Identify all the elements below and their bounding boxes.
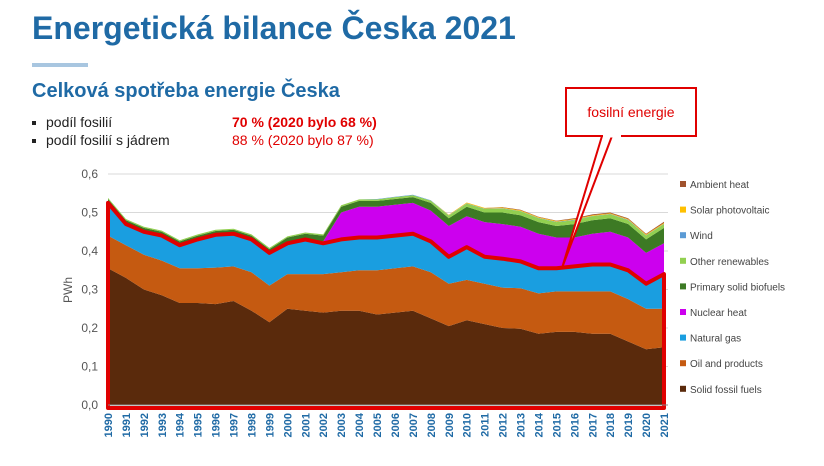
x-tick-label: 2000 bbox=[282, 413, 294, 437]
x-tick-label: 2017 bbox=[587, 413, 599, 437]
x-tick-label: 2018 bbox=[605, 413, 617, 437]
x-tick-label: 2012 bbox=[498, 413, 510, 437]
x-tick-label: 2015 bbox=[551, 413, 563, 437]
legend-swatch bbox=[680, 360, 686, 367]
area-natural-gas bbox=[108, 202, 664, 309]
area-oil-and-products bbox=[108, 235, 664, 350]
legend-label: Ambient heat bbox=[690, 180, 749, 191]
fossil-outline bbox=[106, 200, 666, 410]
x-tick-label: 2007 bbox=[408, 413, 420, 437]
area-nuclear-heat bbox=[108, 202, 664, 284]
stat-value-fossil: 70 % (2020 bylo 68 %) bbox=[232, 114, 377, 130]
legend-label: Solar photovoltaic bbox=[690, 206, 770, 217]
stat-value-fossil-nuclear: 88 % (2020 bylo 87 %) bbox=[232, 132, 374, 148]
x-tick-label: 1993 bbox=[157, 413, 169, 437]
legend-swatch bbox=[680, 385, 686, 392]
y-tick-label: 0,3 bbox=[81, 283, 98, 297]
x-tick-label: 1990 bbox=[103, 413, 115, 437]
y-tick-label: 0,6 bbox=[81, 167, 98, 181]
x-tick-label: 2002 bbox=[318, 413, 330, 437]
legend-label: Other renewables bbox=[690, 257, 769, 268]
legend-label: Solid fossil fuels bbox=[690, 385, 762, 396]
x-tick-label: 2019 bbox=[623, 413, 635, 437]
bullet-icon bbox=[32, 121, 36, 126]
legend-swatch bbox=[680, 257, 686, 264]
y-tick-label: 0,1 bbox=[81, 360, 98, 374]
x-tick-label: 1997 bbox=[229, 413, 241, 437]
title-underline bbox=[32, 63, 88, 67]
legend-swatch bbox=[680, 309, 686, 315]
x-tick-label: 2020 bbox=[641, 413, 653, 437]
callout-label: fosilní energie bbox=[587, 104, 674, 120]
x-tick-label: 2021 bbox=[659, 413, 671, 437]
x-tick-label: 1999 bbox=[264, 413, 276, 437]
x-tick-label: 1991 bbox=[121, 413, 133, 437]
bullet-icon bbox=[32, 139, 36, 144]
y-tick-label: 0,2 bbox=[81, 321, 98, 335]
x-tick-label: 2001 bbox=[300, 413, 312, 437]
legend-swatch bbox=[680, 206, 686, 213]
legend-label: Natural gas bbox=[690, 334, 741, 345]
y-axis-label: PWh bbox=[61, 277, 75, 303]
legend-swatch bbox=[680, 232, 686, 239]
x-tick-label: 1998 bbox=[246, 413, 258, 437]
legend-swatch bbox=[680, 181, 686, 187]
y-tick-label: 0,0 bbox=[81, 398, 98, 412]
stat-label: podíl fosilií bbox=[46, 114, 113, 130]
x-tick-label: 2005 bbox=[372, 413, 384, 437]
legend-label: Wind bbox=[690, 231, 713, 242]
page-subtitle: Celková spotřeba energie Česka bbox=[32, 80, 340, 102]
area-other-renewables bbox=[108, 195, 664, 250]
y-tick-label: 0,4 bbox=[81, 244, 98, 258]
stat-item-fossil: podíl fosilií bbox=[32, 114, 112, 130]
x-tick-label: 1992 bbox=[139, 413, 151, 437]
area-solid-fossil-fuels bbox=[108, 268, 664, 405]
x-tick-label: 2016 bbox=[569, 413, 581, 437]
legend-label: Nuclear heat bbox=[690, 308, 747, 319]
x-tick-label: 2013 bbox=[516, 413, 528, 437]
legend-label: Primary solid biofuels bbox=[690, 282, 785, 293]
x-tick-label: 2008 bbox=[426, 413, 438, 437]
x-tick-label: 2004 bbox=[354, 412, 366, 437]
x-tick-label: 1996 bbox=[211, 413, 223, 437]
legend-label: Oil and products bbox=[690, 359, 763, 370]
x-tick-label: 2009 bbox=[444, 413, 456, 437]
legend-swatch bbox=[680, 283, 686, 290]
stat-item-fossil-nuclear: podíl fosilií s jádrem bbox=[32, 132, 170, 148]
x-tick-label: 2011 bbox=[480, 413, 492, 437]
stat-label: podíl fosilií s jádrem bbox=[46, 132, 170, 148]
y-tick-label: 0,5 bbox=[81, 206, 98, 220]
x-tick-label: 1994 bbox=[175, 412, 187, 437]
page-title: Energetická bilance Česka 2021 bbox=[32, 10, 516, 46]
x-tick-label: 2010 bbox=[462, 413, 474, 437]
x-tick-label: 2003 bbox=[336, 413, 348, 437]
x-tick-label: 1995 bbox=[193, 413, 205, 437]
callout-box bbox=[565, 87, 697, 137]
x-tick-label: 2006 bbox=[390, 413, 402, 437]
x-tick-label: 2014 bbox=[533, 412, 545, 437]
legend-swatch bbox=[680, 334, 686, 341]
